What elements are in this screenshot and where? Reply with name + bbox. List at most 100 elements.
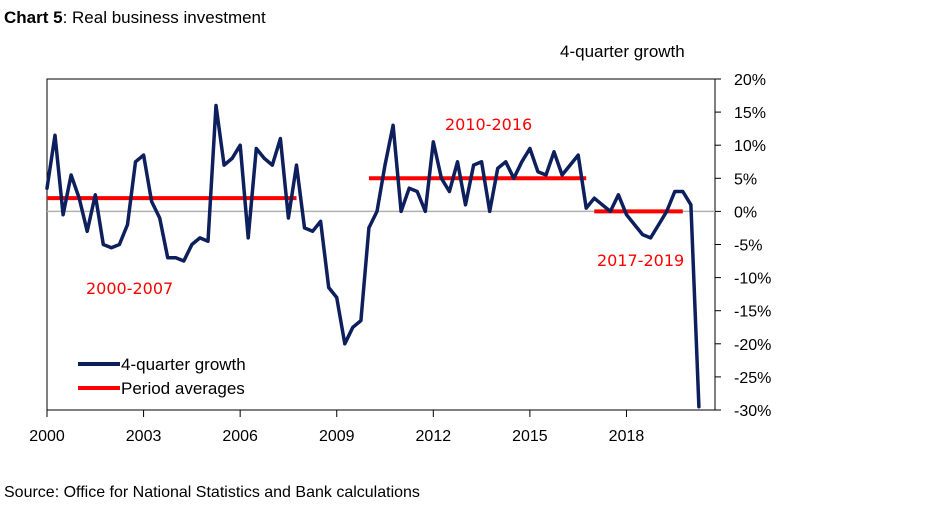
growth-point [536, 170, 540, 174]
growth-point [600, 203, 604, 207]
growth-point [142, 153, 146, 157]
y-tick-label: -20% [734, 337, 771, 354]
growth-point [69, 173, 73, 177]
growth-point [254, 147, 258, 151]
growth-point [512, 176, 516, 180]
y-tick-label: 15% [734, 105, 766, 122]
y-tick-label: -25% [734, 370, 771, 387]
growth-point [238, 143, 242, 147]
growth-point [319, 219, 323, 223]
growth-point [649, 236, 653, 240]
growth-point [351, 325, 355, 329]
legend: 4-quarter growth Period averages [78, 355, 246, 398]
y-tick-label: 10% [734, 138, 766, 155]
growth-point [246, 236, 250, 240]
growth-point [447, 190, 451, 194]
growth-point [125, 223, 129, 227]
growth-point [335, 295, 339, 299]
y-tick-label: -10% [734, 271, 771, 288]
growth-point [391, 123, 395, 127]
x-tick-label: 2018 [609, 428, 645, 445]
growth-point [665, 209, 669, 213]
growth-point [592, 196, 596, 200]
growth-point [560, 173, 564, 177]
growth-point [166, 256, 170, 260]
chart-title-rest: : Real business investment [62, 8, 266, 27]
x-axis: 2000 2003 2006 2009 2012 2015 2018 [29, 410, 644, 445]
growth-point [383, 163, 387, 167]
growth-point [496, 166, 500, 170]
growth-point [681, 190, 685, 194]
growth-point [689, 203, 693, 207]
growth-point [399, 209, 403, 213]
growth-point [407, 186, 411, 190]
growth-point [303, 226, 307, 230]
growth-point [45, 186, 49, 190]
growth-point [343, 342, 347, 346]
x-tick-label: 2009 [319, 428, 355, 445]
growth-point [198, 236, 202, 240]
growth-point [439, 176, 443, 180]
growth-point [286, 216, 290, 220]
y-axis: 20% 15% 10% 5% 0% -5% -10% -15% -20% -25% -30% [715, 72, 771, 420]
growth-point [134, 160, 138, 164]
growth-point [624, 213, 628, 217]
growth-point [552, 150, 556, 154]
growth-point [327, 286, 331, 290]
growth-point [311, 229, 315, 233]
growth-point [270, 163, 274, 167]
growth-point [616, 193, 620, 197]
growth-point [262, 156, 266, 160]
annotation-2010-2016: 2010-2016 [445, 115, 532, 134]
growth-point [174, 256, 178, 260]
growth-point [222, 163, 226, 167]
growth-point [415, 190, 419, 194]
growth-point [455, 160, 459, 164]
growth-point [480, 160, 484, 164]
legend-label-growth: 4-quarter growth [121, 355, 246, 374]
growth-point [294, 163, 298, 167]
growth-point [158, 216, 162, 220]
growth-point [77, 196, 81, 200]
growth-point [278, 137, 282, 141]
growth-point [520, 160, 524, 164]
growth-point [504, 160, 508, 164]
growth-point [230, 156, 234, 160]
growth-point [608, 209, 612, 213]
growth-point [182, 259, 186, 263]
growth-point [568, 163, 572, 167]
growth-point [93, 193, 97, 197]
y-axis-label: 4-quarter growth [560, 42, 685, 61]
growth-point [367, 226, 371, 230]
growth-line [45, 103, 701, 409]
growth-point [431, 140, 435, 144]
y-tick-label: -5% [734, 238, 762, 255]
y-tick-label: -15% [734, 304, 771, 321]
growth-point [101, 243, 105, 246]
y-tick-label: 0% [734, 204, 757, 221]
growth-point [375, 209, 379, 213]
chart-title-bold: Chart 5 [4, 8, 63, 27]
x-tick-label: 2006 [222, 428, 258, 445]
growth-point [464, 203, 468, 207]
period-annotations: 2000-2007 2010-2016 2017-2019 [86, 115, 684, 298]
growth-point [109, 246, 113, 250]
growth-point [576, 153, 580, 157]
growth-point [150, 199, 154, 203]
growth-series [45, 103, 701, 409]
growth-point [584, 206, 588, 210]
legend-label-averages: Period averages [121, 379, 245, 398]
growth-point [697, 405, 701, 409]
y-tick-label: -30% [734, 403, 771, 420]
growth-point [488, 209, 492, 213]
growth-point [85, 229, 89, 233]
growth-point [544, 173, 548, 177]
growth-point [633, 223, 637, 227]
growth-point [117, 243, 121, 246]
growth-point [190, 243, 194, 246]
annotation-2000-2007: 2000-2007 [86, 279, 173, 298]
growth-point [641, 233, 645, 237]
growth-point [206, 239, 210, 243]
x-tick-label: 2015 [512, 428, 548, 445]
